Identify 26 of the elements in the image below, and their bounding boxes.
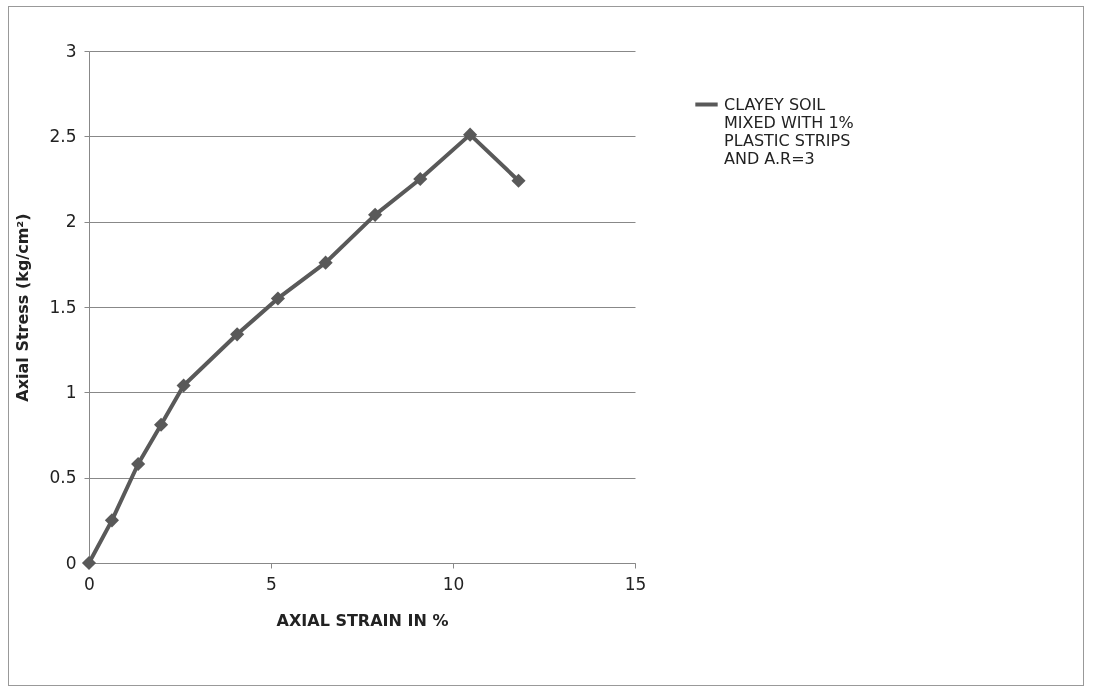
y-tick-label: 2 [65,211,77,232]
x-tick-label: 5 [266,573,277,594]
point [154,417,169,432]
point [230,327,245,342]
point [176,378,191,393]
point [368,207,383,222]
y-tick-label: 0.5 [49,467,77,488]
y-tick-label: 1.5 [49,296,77,317]
point [318,255,333,270]
x-tick-label: 10 [442,573,465,594]
point [413,171,428,187]
y-tick-label: 3 [65,40,77,61]
legend-label: CLAYEY SOIL MIXED WITH 1% PLASTIC STRIPS AND A.R=3 [724,94,854,168]
x-axis-title: AXIAL STRAIN IN % [276,610,449,630]
y-tick-label: 1 [65,381,77,402]
y-tick-label: 2.5 [49,125,77,146]
point [463,127,478,142]
point [81,555,97,571]
y-axis-title: Axial Stress (kg/cm²) [13,213,33,402]
x-tick-label: 0 [84,573,95,594]
point [131,456,146,472]
y-tick-label: 0 [65,552,77,573]
point [511,173,526,188]
x-tick-label: 15 [624,573,647,594]
point [270,291,285,306]
point [104,513,119,528]
